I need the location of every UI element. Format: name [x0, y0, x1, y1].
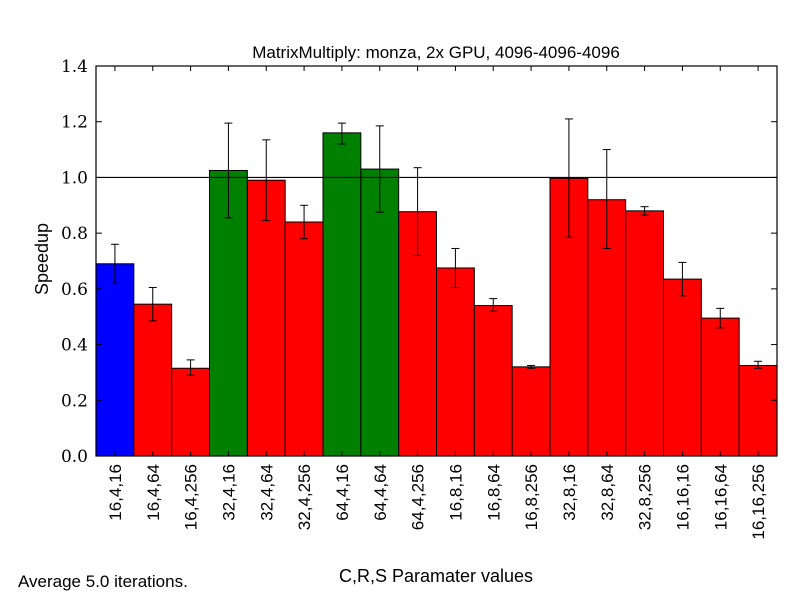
x-tick-label: 16,16,16: [673, 464, 692, 530]
x-tick-label: 16,16,256: [749, 464, 768, 540]
error-bar: [451, 247, 460, 288]
x-tick-label: 64,4,64: [371, 464, 390, 521]
x-tick-label: 32,8,256: [636, 464, 655, 530]
bar-64-4-64: [360, 168, 400, 457]
x-tick-label: 32,4,256: [295, 464, 314, 530]
error-bar: [489, 298, 498, 312]
bar-16-16-256: [738, 364, 778, 457]
bar-16-16-64: [700, 317, 740, 457]
x-tick-label: 16,8,64: [484, 464, 503, 521]
error-bar: [186, 359, 195, 376]
error-bar: [678, 261, 687, 297]
y-tick-label: 1.2: [61, 113, 88, 133]
bar-16-4-16: [95, 263, 135, 457]
chart-title: MatrixMultiply: monza, 2x GPU, 4096-4096…: [252, 43, 620, 62]
bar-32-8-256: [625, 210, 665, 457]
y-tick-label: 0.0: [61, 447, 88, 467]
y-axis-label: Speedup: [32, 223, 52, 295]
x-tick-label: 32,4,64: [257, 464, 276, 521]
x-tick-label: 32,8,16: [560, 464, 579, 521]
error-bar: [754, 360, 763, 369]
x-tick-label: 16,16,64: [711, 464, 730, 530]
bar-16-8-64: [473, 305, 513, 457]
error-bar: [337, 122, 346, 145]
error-bar: [564, 118, 573, 238]
error-bar: [413, 167, 422, 256]
error-bar: [300, 204, 309, 240]
error-bars-layer: [110, 118, 763, 376]
error-bar: [602, 149, 611, 249]
x-axis: 16,4,16 16,4,64 16,4,256 32,4,16 32,4,64 32,4…: [106, 66, 768, 540]
y-tick-label: 0.6: [61, 280, 88, 300]
x-tick-label: 16,4,64: [144, 464, 163, 521]
error-bar: [262, 139, 271, 222]
y-tick-label: 0.8: [61, 224, 88, 244]
y-tick-label: 1.4: [61, 57, 88, 77]
x-tick-label: 32,4,16: [219, 464, 238, 521]
bars-layer: [95, 132, 778, 457]
bar-16-8-256: [511, 366, 551, 457]
x-tick-label: 64,4,256: [409, 464, 428, 530]
x-tick-label: 16,8,256: [522, 464, 541, 530]
bar-16-16-16: [663, 278, 702, 457]
plot-frame: [95, 65, 778, 457]
footnote-iterations: Average 5.0 iterations.: [18, 572, 188, 591]
bar-32-4-256: [284, 221, 324, 457]
x-tick-label: 16,4,16: [106, 464, 125, 521]
bar-16-4-64: [133, 303, 173, 457]
y-tick-label: 0.2: [61, 391, 88, 411]
bar-16-4-256: [171, 367, 211, 457]
error-bar: [716, 307, 725, 329]
y-axis: 0.0 0.2 0.4 0.6 0.8 1.0 1.2 1.4: [61, 57, 777, 467]
x-axis-label: C,R,S Paramater values: [339, 566, 533, 586]
error-bar: [527, 364, 536, 369]
bar-64-4-16: [322, 132, 362, 457]
error-bar: [640, 206, 649, 216]
error-bar: [148, 286, 157, 322]
bar-16-8-16: [436, 267, 475, 457]
x-tick-label: 32,8,64: [598, 464, 617, 521]
x-tick-label: 16,8,16: [446, 464, 465, 521]
error-bar: [224, 122, 233, 219]
error-bar: [110, 243, 119, 284]
y-tick-label: 0.4: [61, 336, 88, 356]
y-tick-label: 1.0: [61, 168, 88, 188]
x-tick-label: 64,4,16: [333, 464, 352, 521]
bar-32-4-64: [246, 179, 286, 457]
error-bar: [375, 125, 384, 213]
x-tick-label: 16,4,256: [182, 464, 201, 530]
